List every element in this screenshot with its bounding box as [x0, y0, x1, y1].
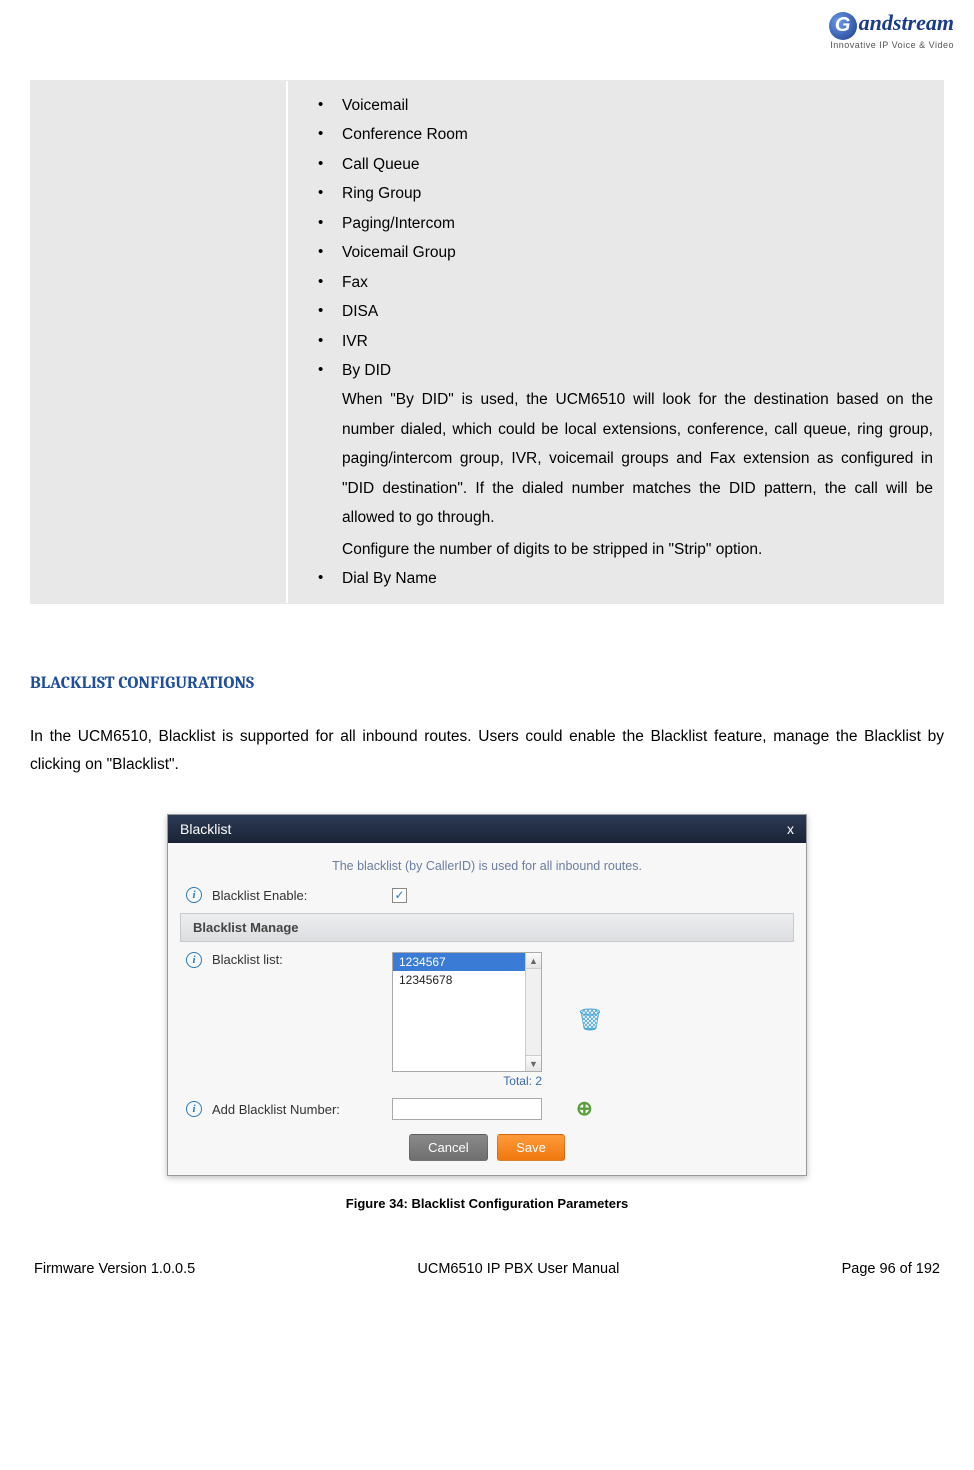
info-icon[interactable]: i — [186, 1101, 202, 1117]
dialog-title-text: Blacklist — [180, 821, 231, 837]
footer-manual-title: UCM6510 IP PBX User Manual — [417, 1261, 619, 1277]
listbox-item[interactable]: 1234567 — [393, 953, 541, 971]
enable-checkbox[interactable]: ✓ — [392, 888, 407, 903]
dialog-hint: The blacklist (by CallerID) is used for … — [186, 859, 788, 873]
row-blacklist-list: i Blacklist list: 1234567 12345678 ▲ ▼ T… — [186, 952, 788, 1088]
list-item: Fax — [312, 268, 933, 297]
footer-page-number: Page 96 of 192 — [842, 1261, 940, 1277]
list-item: Conference Room — [312, 120, 933, 149]
row-add-number: i Add Blacklist Number: ⊕ — [186, 1098, 788, 1120]
by-did-description: When "By DID" is used, the UCM6510 will … — [342, 385, 933, 532]
manage-subheader: Blacklist Manage — [180, 913, 794, 942]
list-item: Paging/Intercom — [312, 209, 933, 238]
list-item: Ring Group — [312, 179, 933, 208]
cancel-button[interactable]: Cancel — [409, 1134, 487, 1161]
brand-logo: Gandstream Innovative IP Voice & Video — [829, 10, 954, 50]
dialog-titlebar: Blacklist x — [168, 815, 806, 843]
section-paragraph: In the UCM6510, Blacklist is supported f… — [30, 723, 944, 779]
list-item: Call Queue — [312, 150, 933, 179]
logo-initial: G — [829, 12, 857, 40]
options-table: Voicemail Conference Room Call Queue Rin… — [30, 80, 944, 604]
blacklist-listbox[interactable]: 1234567 12345678 ▲ ▼ — [392, 952, 542, 1072]
options-list: Voicemail Conference Room Call Queue Rin… — [288, 91, 933, 593]
scroll-down-icon[interactable]: ▼ — [526, 1055, 541, 1071]
list-item: Voicemail — [312, 91, 933, 120]
options-table-left-cell — [31, 81, 286, 603]
total-label: Total: — [503, 1074, 535, 1088]
scroll-up-icon[interactable]: ▲ — [526, 953, 541, 969]
dialog-button-row: Cancel Save — [186, 1134, 788, 1161]
list-label: Blacklist list: — [212, 952, 392, 967]
blacklist-dialog: Blacklist x The blacklist (by CallerID) … — [167, 814, 807, 1176]
listbox-item[interactable]: 12345678 — [393, 971, 541, 989]
footer-firmware: Firmware Version 1.0.0.5 — [34, 1261, 195, 1277]
enable-label: Blacklist Enable: — [212, 888, 392, 903]
list-item: Dial By Name — [312, 564, 933, 593]
total-line: Total: 2 — [392, 1074, 542, 1088]
list-item-by-did: By DID When "By DID" is used, the UCM651… — [312, 356, 933, 564]
by-did-description-2: Configure the number of digits to be str… — [342, 535, 933, 564]
info-icon[interactable]: i — [186, 887, 202, 903]
list-item: DISA — [312, 297, 933, 326]
save-button[interactable]: Save — [497, 1134, 565, 1161]
total-value: 2 — [535, 1074, 542, 1088]
list-item: IVR — [312, 327, 933, 356]
close-icon[interactable]: x — [787, 821, 794, 837]
add-label: Add Blacklist Number: — [212, 1102, 392, 1117]
logo-tagline: Innovative IP Voice & Video — [829, 40, 954, 50]
figure-caption: Figure 34: Blacklist Configuration Param… — [30, 1196, 944, 1211]
list-item-label: By DID — [342, 362, 391, 379]
list-item: Voicemail Group — [312, 238, 933, 267]
page-footer: Firmware Version 1.0.0.5 UCM6510 IP PBX … — [30, 1261, 944, 1277]
add-icon[interactable]: ⊕ — [576, 1098, 593, 1120]
add-number-input[interactable] — [392, 1098, 542, 1120]
listbox-scrollbar[interactable]: ▲ ▼ — [525, 953, 541, 1071]
options-table-right-cell: Voicemail Conference Room Call Queue Rin… — [286, 81, 943, 603]
section-heading: BLACKLIST CONFIGURATIONS — [30, 674, 944, 693]
delete-icon[interactable]: 🗑 — [576, 1007, 604, 1033]
logo-text: andstream — [859, 10, 954, 35]
info-icon[interactable]: i — [186, 952, 202, 968]
row-blacklist-enable: i Blacklist Enable: ✓ — [186, 887, 788, 903]
